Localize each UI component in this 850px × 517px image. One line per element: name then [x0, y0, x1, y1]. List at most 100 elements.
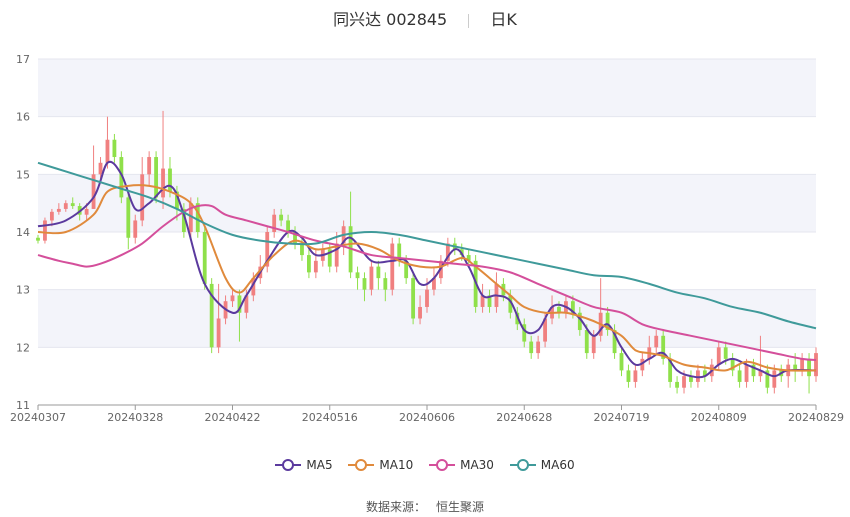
chart-title: 同兴达 002845 日K	[0, 6, 850, 30]
candle-body	[557, 306, 561, 313]
candle-body	[751, 364, 756, 377]
legend-label: MA30	[460, 458, 494, 472]
ma-line-ma10	[37, 184, 817, 372]
candle-body	[43, 220, 47, 241]
ma-line-ma5	[37, 160, 817, 379]
x-tick-label: 20240719	[594, 411, 650, 424]
x-tick-label: 20240809	[691, 411, 747, 424]
candle-body	[307, 255, 311, 273]
candle-body	[272, 214, 277, 232]
legend-item-ma60[interactable]: MA60	[509, 458, 575, 472]
candle-body	[161, 168, 165, 198]
candle-body	[730, 358, 735, 371]
candle-body	[390, 243, 395, 290]
candle-body	[84, 208, 89, 215]
y-tick-label: 12	[16, 341, 30, 354]
candle-body	[112, 139, 117, 158]
candle-body	[397, 243, 402, 261]
y-tick-label: 16	[16, 111, 30, 124]
legend-marker-icon	[429, 459, 456, 471]
candle-body	[487, 295, 492, 307]
x-tick-label: 20240307	[10, 411, 66, 424]
candle-body	[237, 295, 242, 313]
candle-body	[584, 330, 589, 354]
kline-chart: 11 12 13 14 15 16 17 20240307 20240328 20240422 20…	[10, 53, 844, 424]
legend-label: MA5	[306, 458, 333, 472]
candle-body	[70, 203, 75, 207]
y-tick-label: 11	[16, 399, 30, 412]
candle-body	[536, 341, 541, 354]
candle-body	[168, 168, 172, 192]
candle-body	[800, 358, 805, 371]
legend-marker-icon	[275, 459, 302, 471]
candle-body	[140, 174, 145, 221]
candle-body	[626, 370, 631, 382]
data-source: 数据来源： 恒生聚源	[0, 498, 850, 515]
y-tick-label: 13	[16, 284, 30, 297]
candle-body	[612, 330, 617, 354]
candle-body	[633, 370, 638, 382]
candle-body	[793, 364, 798, 371]
candle-body	[251, 278, 256, 296]
candle-body	[640, 358, 645, 371]
candle-body	[765, 370, 770, 388]
candle-body	[195, 203, 200, 232]
source-value: 恒生聚源	[436, 500, 485, 514]
candle-body	[77, 206, 82, 215]
ma-line-ma60	[37, 161, 817, 330]
candle-body	[570, 301, 575, 313]
candle-body	[543, 318, 547, 342]
candle-body	[175, 191, 179, 209]
title-divider	[468, 13, 470, 28]
candle-body	[744, 364, 749, 382]
y-tick-label: 17	[16, 53, 30, 66]
candle-body	[675, 381, 679, 388]
candle-body	[383, 278, 388, 290]
stock-name: 同兴达 002845	[333, 10, 448, 29]
candle-body	[668, 358, 673, 382]
candle-body	[230, 295, 235, 302]
candle-body	[772, 370, 777, 388]
candle-body	[244, 295, 249, 313]
candle-body	[758, 370, 763, 377]
candle-body	[529, 341, 534, 354]
legend-item-ma10[interactable]: MA10	[348, 458, 413, 472]
candle-body	[814, 353, 818, 377]
candle-body	[313, 260, 318, 273]
legend-label: MA10	[379, 458, 414, 472]
candle-body	[591, 335, 596, 354]
x-tick-label: 20240606	[399, 411, 455, 424]
candle-body	[702, 370, 707, 377]
legend: MA5 MA10 MA30 MA60	[0, 458, 850, 475]
candle-body	[63, 203, 68, 209]
candle-body	[376, 266, 381, 279]
candle-body	[188, 203, 193, 232]
candle-body	[605, 312, 610, 331]
candle-body	[49, 211, 54, 221]
candle-body	[689, 376, 693, 382]
candle-body	[334, 243, 339, 267]
candle-body	[737, 370, 742, 382]
candle-body	[654, 335, 659, 348]
candle-body	[133, 220, 138, 238]
candle-body	[105, 139, 110, 163]
x-tick-label: 20240628	[496, 411, 552, 424]
candle-body	[126, 197, 131, 238]
candle-body	[404, 260, 409, 279]
candle-body	[119, 157, 124, 198]
period-label: 日K	[490, 10, 517, 29]
candle-body	[369, 266, 374, 290]
candle-body	[98, 162, 103, 175]
candle-body	[425, 289, 429, 307]
candle-body	[202, 232, 207, 284]
candle-body	[56, 208, 61, 212]
legend-item-ma30[interactable]: MA30	[429, 458, 494, 472]
candle-body	[480, 295, 485, 307]
legend-item-ma5[interactable]: MA5	[275, 458, 333, 472]
grid-band	[38, 59, 816, 117]
candle-body	[522, 324, 527, 342]
candle-body	[286, 220, 290, 232]
candle-body	[508, 295, 513, 313]
candle-body	[209, 283, 214, 348]
candle-body	[154, 157, 158, 198]
